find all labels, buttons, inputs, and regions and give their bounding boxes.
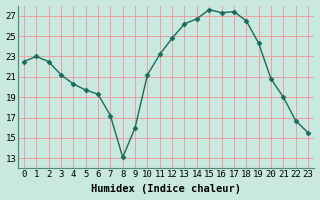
X-axis label: Humidex (Indice chaleur): Humidex (Indice chaleur) <box>91 184 241 194</box>
